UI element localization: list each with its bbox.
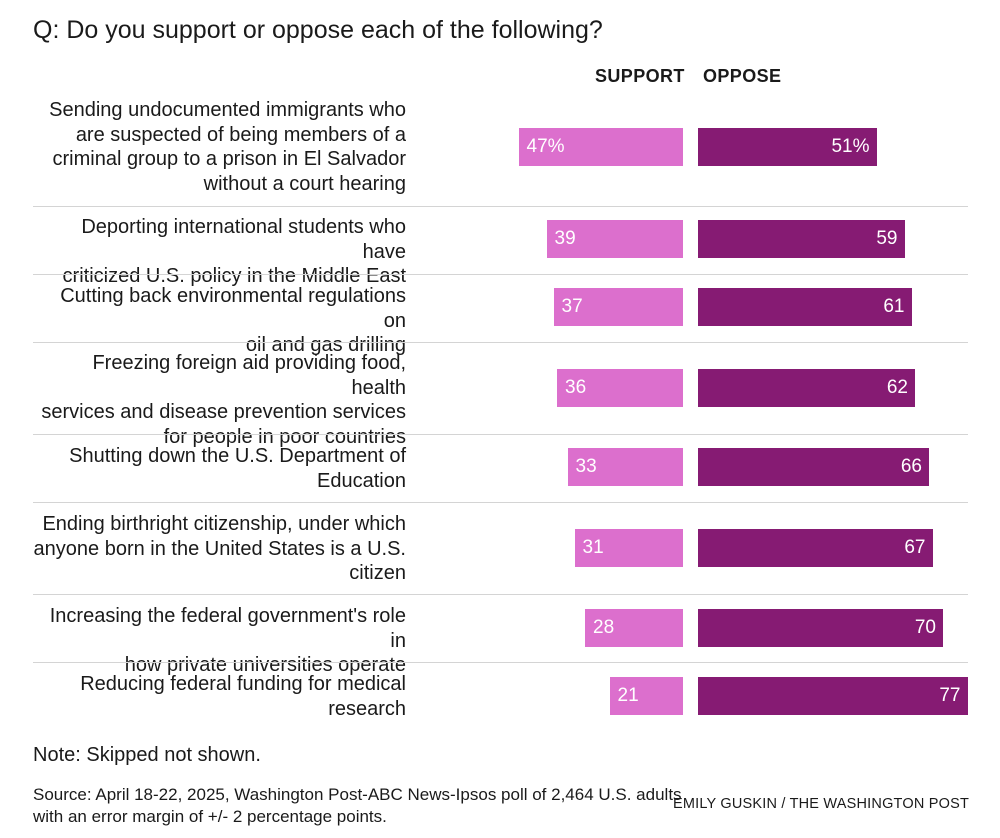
support-value-label: 21 xyxy=(617,685,639,706)
row-label: Ending birthright citizenship, under whi… xyxy=(33,513,406,584)
oppose-value-label: 61 xyxy=(883,296,905,317)
support-bar xyxy=(518,128,683,166)
row-label: Shutting down the U.S. Department of Educ… xyxy=(69,445,406,492)
oppose-bar xyxy=(698,128,877,166)
oppose-bar xyxy=(698,609,943,647)
support-value-label: 47% xyxy=(526,136,565,157)
chart-source: Source: April 18-22, 2025, Washington Po… xyxy=(33,785,682,826)
support-bar xyxy=(574,529,683,567)
row-label: Freezing foreign aid providing food, hea… xyxy=(41,352,406,448)
oppose-value-label: 77 xyxy=(939,685,961,706)
chart-credit: EMILY GUSKIN / THE WASHINGTON POST xyxy=(672,796,969,812)
support-bar xyxy=(567,448,683,486)
row-divider xyxy=(33,662,968,663)
support-bar xyxy=(585,609,683,647)
oppose-column-header: OPPOSE xyxy=(703,66,782,86)
row-divider xyxy=(33,274,968,275)
support-column-header: SUPPORT xyxy=(595,66,685,86)
oppose-bar xyxy=(698,220,905,258)
support-value-label: 37 xyxy=(561,296,583,317)
oppose-value-label: 70 xyxy=(914,617,936,638)
oppose-value-label: 62 xyxy=(886,377,908,398)
chart-note: Note: Skipped not shown. xyxy=(33,744,261,766)
support-bar xyxy=(553,288,683,326)
row-divider xyxy=(33,434,968,435)
row-label: Cutting back environmental regulations o… xyxy=(60,285,406,356)
support-value-label: 33 xyxy=(575,456,597,477)
oppose-bar xyxy=(698,448,929,486)
support-value-label: 36 xyxy=(565,377,587,398)
support-value-label: 28 xyxy=(593,617,615,638)
row-divider xyxy=(33,502,968,503)
support-bar xyxy=(557,369,683,407)
row-label: Deporting international students who hav… xyxy=(62,216,406,287)
oppose-value-label: 67 xyxy=(904,537,926,558)
support-bar xyxy=(546,220,683,258)
row-label: Sending undocumented immigrants who are s… xyxy=(49,99,406,195)
oppose-value-label: 51% xyxy=(831,136,870,157)
chart-title: Q: Do you support or oppose each of the … xyxy=(33,16,603,44)
row-label: Reducing federal funding for medical rese… xyxy=(80,673,406,720)
oppose-bar xyxy=(698,529,933,567)
support-bar xyxy=(609,677,683,715)
row-label: Increasing the federal government's role… xyxy=(49,605,406,676)
oppose-bar xyxy=(698,677,968,715)
oppose-bar xyxy=(698,369,915,407)
support-value-label: 39 xyxy=(554,228,576,249)
row-divider xyxy=(33,594,968,595)
row-divider xyxy=(33,342,968,343)
oppose-value-label: 59 xyxy=(876,228,898,249)
oppose-value-label: 66 xyxy=(900,456,922,477)
row-divider xyxy=(33,206,968,207)
oppose-bar xyxy=(698,288,912,326)
support-value-label: 31 xyxy=(582,537,604,558)
